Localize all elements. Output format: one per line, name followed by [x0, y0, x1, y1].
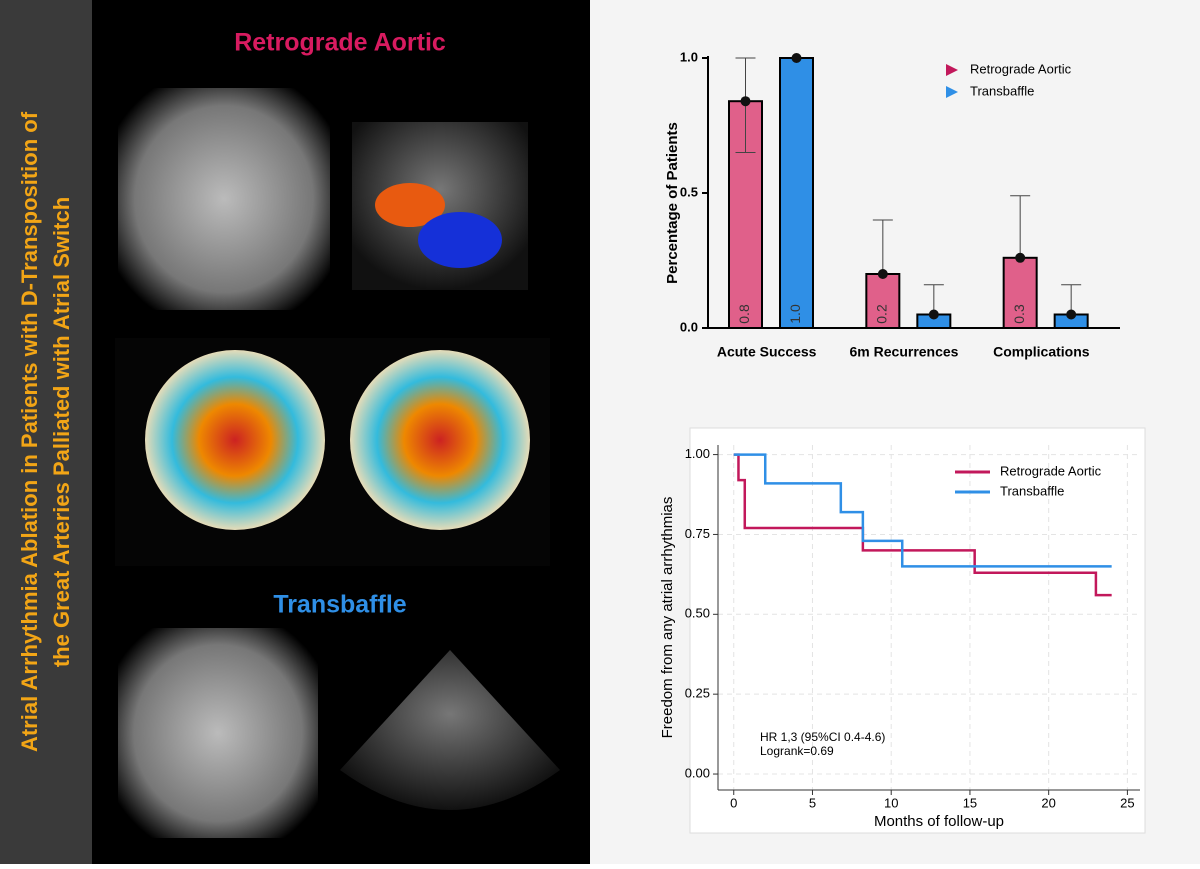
km-panel [689, 427, 1146, 834]
map-shape [350, 350, 530, 530]
y-tick-label: 0.75 [685, 526, 710, 541]
bar [1002, 256, 1038, 329]
annotation: Logrank=0.69 [760, 744, 834, 758]
legend-label: Transbaffle [1000, 483, 1064, 498]
panel-label: Retrograde Aortic [234, 29, 446, 57]
y-tick-label: 1.0 [680, 49, 698, 64]
x-tick-label: 6m Recurrences [850, 344, 959, 360]
mean-marker [740, 96, 751, 107]
legend-label: Retrograde Aortic [1000, 463, 1102, 478]
value-label: 0.2 [874, 304, 890, 324]
bar [779, 57, 814, 329]
mean-marker [877, 269, 888, 279]
y-tick-label: 1.00 [685, 446, 710, 461]
mean-marker [1015, 252, 1026, 263]
echo-image [340, 650, 560, 810]
x-tick-label: 10 [884, 795, 898, 810]
value-label: 1.0 [787, 304, 803, 324]
value-label: 0.3 [1011, 304, 1027, 324]
mean-marker [1066, 309, 1077, 320]
y-axis-label: Percentage of Patients [664, 122, 681, 284]
title-strip [0, 0, 92, 864]
map-shape [145, 350, 325, 530]
x-tick-label: 20 [1041, 795, 1055, 810]
x-axis-label: Months of follow-up [874, 813, 1004, 830]
fluoroscopy-image [118, 628, 318, 838]
doppler-blob [418, 212, 502, 268]
y-tick-label: 0.00 [685, 765, 710, 780]
mean-marker [791, 53, 802, 63]
y-tick-label: 0.5 [680, 184, 698, 199]
bar [865, 273, 901, 329]
x-tick-label: 15 [963, 795, 977, 810]
title-line: the Great Arteries Palliated with Atrial… [49, 197, 74, 667]
legend-label: Transbaffle [970, 83, 1034, 98]
survival-curve [733, 453, 1112, 568]
mean-marker [928, 309, 939, 320]
annotation: HR 1,3 (95%CI 0.4-4.6) [760, 730, 885, 744]
legend-label: Retrograde Aortic [970, 61, 1072, 76]
fluoroscopy-image [118, 88, 330, 310]
title: Atrial Arrhythmia Ablation in Patients w… [17, 111, 74, 752]
y-axis-label: Freedom from any atrial arrhythmias [659, 497, 676, 739]
x-tick-label: 0 [730, 795, 737, 810]
x-tick-label: Acute Success [717, 344, 817, 360]
y-tick-label: 0.50 [685, 606, 710, 621]
panel-label: Transbaffle [273, 591, 406, 619]
legend-marker [946, 64, 958, 76]
y-tick-label: 0.0 [680, 319, 698, 334]
value-label: 0.8 [736, 304, 752, 324]
x-tick-label: 25 [1120, 795, 1134, 810]
title-line: Atrial Arrhythmia Ablation in Patients w… [17, 111, 42, 752]
y-tick-label: 0.25 [685, 686, 710, 701]
x-tick-label: 5 [809, 795, 816, 810]
doppler-blob [375, 183, 445, 227]
error-bar [872, 219, 893, 274]
x-tick-label: Complications [993, 344, 1090, 360]
legend-marker [946, 86, 958, 98]
error-bar [1010, 195, 1031, 258]
